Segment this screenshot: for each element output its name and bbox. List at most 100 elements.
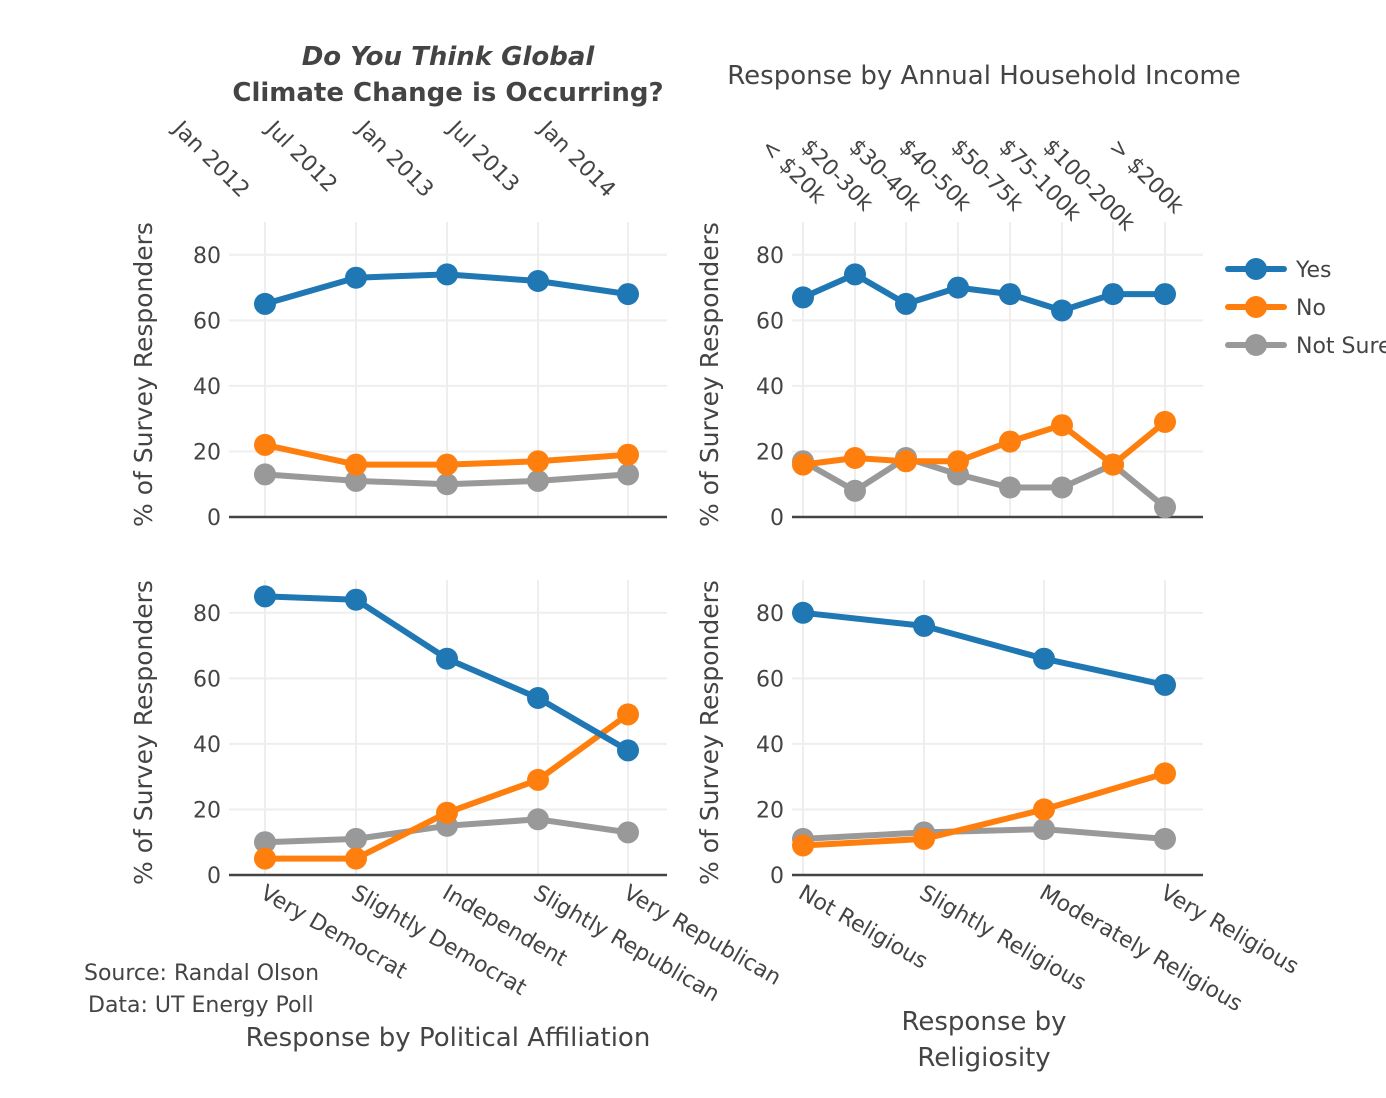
income-point-yes-0[interactable] bbox=[792, 286, 814, 309]
income-point-not-sure-1[interactable] bbox=[844, 479, 866, 502]
income-ytick-60: 60 bbox=[756, 309, 784, 334]
time-point-no-0[interactable] bbox=[254, 433, 276, 456]
time-point-yes-3[interactable] bbox=[527, 270, 549, 292]
political-point-no-1[interactable] bbox=[345, 847, 367, 870]
religiosity-point-not-sure-2[interactable] bbox=[1033, 818, 1055, 841]
income-point-not-sure-7[interactable] bbox=[1154, 496, 1176, 519]
income-point-no-6[interactable] bbox=[1102, 453, 1124, 476]
time-point-not-sure-3[interactable] bbox=[527, 469, 549, 492]
time-ylabel: % of Survey Responders bbox=[129, 222, 158, 527]
income-ytick-20: 20 bbox=[756, 440, 784, 465]
legend: Yes No Not Sure bbox=[1225, 258, 1386, 359]
time-xtick-jul-2013: Jul 2013 bbox=[441, 115, 523, 197]
legend-swatch-marker bbox=[1245, 258, 1267, 280]
political-point-not-sure-0[interactable] bbox=[254, 831, 276, 854]
time-series-no bbox=[254, 433, 639, 476]
time-point-not-sure-0[interactable] bbox=[254, 463, 276, 486]
political-point-yes-3[interactable] bbox=[527, 687, 549, 709]
political-point-no-0[interactable] bbox=[254, 847, 276, 870]
religiosity-ytick-40: 40 bbox=[756, 733, 784, 758]
time-point-not-sure-2[interactable] bbox=[436, 473, 458, 496]
religiosity-point-yes-3[interactable] bbox=[1154, 673, 1176, 696]
income-point-yes-7[interactable] bbox=[1154, 283, 1176, 306]
legend-item-yes[interactable]: Yes bbox=[1225, 258, 1332, 283]
income-point-no-1[interactable] bbox=[844, 447, 866, 469]
income-ytick-80: 80 bbox=[756, 244, 784, 269]
legend-item-no[interactable]: No bbox=[1225, 296, 1326, 321]
income-point-not-sure-4[interactable] bbox=[999, 476, 1021, 499]
income-point-no-4[interactable] bbox=[999, 430, 1021, 453]
religiosity-series-yes bbox=[792, 601, 1176, 696]
religiosity-point-no-1[interactable] bbox=[913, 827, 935, 850]
time-point-no-4[interactable] bbox=[617, 443, 639, 466]
political-point-yes-4[interactable] bbox=[617, 739, 639, 762]
legend-label: Yes bbox=[1295, 258, 1332, 283]
income-point-no-7[interactable] bbox=[1154, 410, 1176, 433]
legend-swatch-marker bbox=[1245, 296, 1267, 318]
time-point-not-sure-1[interactable] bbox=[345, 469, 367, 492]
income-point-yes-2[interactable] bbox=[895, 292, 917, 315]
legend-label: Not Sure bbox=[1296, 334, 1386, 359]
time-point-no-3[interactable] bbox=[527, 450, 549, 473]
income-ytick-40: 40 bbox=[756, 375, 784, 400]
time-point-yes-2[interactable] bbox=[436, 263, 458, 286]
religiosity-point-no-2[interactable] bbox=[1033, 798, 1055, 821]
religiosity-series-no bbox=[792, 762, 1176, 857]
chart-title-line1: Do You Think Global bbox=[302, 42, 596, 72]
chart-title-line2: Climate Change is Occurring? bbox=[232, 78, 663, 108]
political-point-no-2[interactable] bbox=[436, 801, 458, 824]
time-point-no-2[interactable] bbox=[436, 453, 458, 476]
time-series-yes bbox=[254, 263, 639, 315]
religiosity-xtick-not-religious: Not Religious bbox=[794, 881, 932, 975]
income-point-no-3[interactable] bbox=[947, 450, 969, 473]
income-point-no-5[interactable] bbox=[1051, 414, 1073, 437]
income-point-yes-3[interactable] bbox=[947, 276, 969, 299]
time-xtick-jan-2013: Jan 2013 bbox=[350, 115, 438, 203]
income-series-no bbox=[792, 410, 1176, 476]
income-point-yes-4[interactable] bbox=[999, 283, 1021, 306]
religiosity-point-no-3[interactable] bbox=[1154, 762, 1176, 785]
time-ytick-40: 40 bbox=[193, 375, 221, 400]
time-point-not-sure-4[interactable] bbox=[617, 463, 639, 486]
political-point-yes-2[interactable] bbox=[436, 647, 458, 670]
religiosity-title-line1: Response by bbox=[901, 1007, 1066, 1037]
political-point-not-sure-4[interactable] bbox=[617, 821, 639, 844]
time-ytick-80: 80 bbox=[193, 244, 221, 269]
religiosity-line-not-sure bbox=[800, 826, 1168, 842]
political-title: Response by Political Affiliation bbox=[246, 1023, 651, 1053]
income-point-no-2[interactable] bbox=[895, 450, 917, 473]
political-series-not-sure bbox=[254, 808, 639, 854]
political-point-yes-0[interactable] bbox=[254, 585, 276, 608]
time-xtick-jan-2014: Jan 2014 bbox=[532, 115, 620, 203]
political-point-not-sure-1[interactable] bbox=[345, 827, 367, 850]
religiosity-line-no bbox=[800, 770, 1168, 849]
religiosity-point-no-0[interactable] bbox=[792, 834, 814, 857]
political-point-no-4[interactable] bbox=[617, 703, 639, 726]
legend-item-not-sure[interactable]: Not Sure bbox=[1225, 334, 1386, 359]
religiosity-point-yes-1[interactable] bbox=[913, 614, 935, 637]
legend-label: No bbox=[1296, 296, 1326, 321]
time-point-no-1[interactable] bbox=[345, 453, 367, 476]
religiosity-title-line2: Religiosity bbox=[917, 1043, 1050, 1073]
time-point-yes-0[interactable] bbox=[254, 292, 276, 315]
political-ytick-60: 60 bbox=[193, 667, 221, 692]
income-point-yes-6[interactable] bbox=[1102, 283, 1124, 306]
religiosity-point-yes-0[interactable] bbox=[792, 601, 814, 624]
time-series-not-sure bbox=[254, 463, 639, 496]
political-point-yes-1[interactable] bbox=[345, 588, 367, 611]
political-point-no-3[interactable] bbox=[527, 768, 549, 791]
political-point-not-sure-3[interactable] bbox=[527, 808, 549, 831]
income-point-yes-5[interactable] bbox=[1051, 299, 1073, 322]
religiosity-point-not-sure-3[interactable] bbox=[1154, 827, 1176, 850]
political-series-no bbox=[254, 703, 639, 870]
income-point-no-0[interactable] bbox=[792, 453, 814, 476]
time-point-yes-4[interactable] bbox=[617, 283, 639, 306]
time-point-yes-1[interactable] bbox=[345, 266, 367, 289]
religiosity-point-yes-2[interactable] bbox=[1033, 647, 1055, 670]
income-point-not-sure-5[interactable] bbox=[1051, 476, 1073, 499]
religiosity-ytick-20: 20 bbox=[756, 798, 784, 823]
income-point-yes-1[interactable] bbox=[844, 263, 866, 286]
